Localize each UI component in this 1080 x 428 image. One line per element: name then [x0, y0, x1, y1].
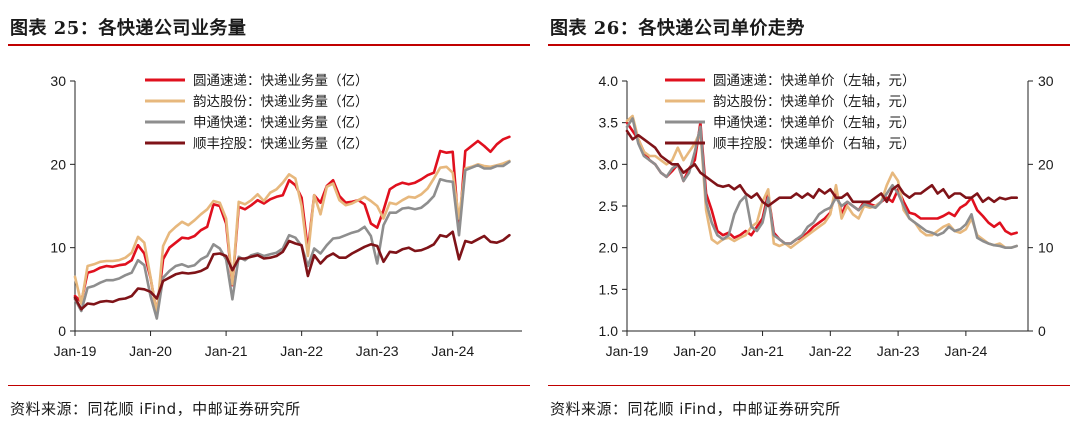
legend-label-3: 申通快递：快递单价（左轴，元）: [713, 115, 916, 131]
legend-label-2: 韵达股份：快递业务量（亿）: [193, 94, 369, 110]
series-line-4: [73, 230, 511, 311]
series-line-1: [73, 135, 511, 315]
price-chart-header: 图表 26：各快递公司单价走势: [548, 4, 1070, 46]
x-tick-label: Jan-21: [741, 343, 784, 359]
price-chart-footer: 资料来源：同花顺 iFind，中邮证券研究所: [548, 385, 1070, 426]
x-tick-label: Jan-22: [280, 343, 323, 359]
legend-label-3: 申通快递：快递业务量（亿）: [193, 115, 369, 131]
volume-chart: 0 10 20 30 Jan-19 Jan-20 Jan-21 Jan-22 Jan-23 Jan…: [50, 73, 522, 359]
x-tick-label: Jan-24: [431, 343, 474, 359]
x-tick-label: Jan-24: [944, 343, 987, 359]
x-tick-label: Jan-19: [54, 343, 97, 359]
series-line-3: [625, 117, 1018, 249]
y-tick-label: 1.0: [599, 323, 619, 339]
x-tick-label: Jan-23: [356, 343, 399, 359]
x-tick-label: Jan-21: [205, 343, 248, 359]
legend-label-4: 顺丰控股：快递单价（右轴，元）: [713, 136, 916, 152]
y-tick-label: 3.0: [599, 156, 619, 172]
y-tick-label: 4.0: [599, 73, 619, 89]
x-tick-label: Jan-19: [606, 343, 649, 359]
x-tick-label: Jan-20: [129, 343, 172, 359]
y-tick-label: 2.5: [599, 198, 619, 214]
series-line-4: [625, 129, 1018, 208]
legend-label-2: 韵达股份：快递单价（左轴，元）: [713, 94, 916, 110]
legend-label-4: 顺丰控股：快递业务量（亿）: [193, 136, 369, 152]
y-tick-label: 2.0: [599, 240, 619, 256]
y-tick-label: 1.5: [599, 281, 619, 297]
y-tick-label: 10: [50, 240, 66, 256]
price-chart-source: 资料来源：同花顺 iFind，中邮证券研究所: [550, 400, 841, 418]
volume-chart-footer: 资料来源：同花顺 iFind，中邮证券研究所: [8, 385, 530, 426]
x-tick-label: Jan-22: [809, 343, 852, 359]
x-tick-label: Jan-20: [673, 343, 716, 359]
legend-label-1: 圆通速递：快递业务量（亿）: [193, 73, 369, 89]
y-tick-label: 0: [58, 323, 66, 339]
y2-tick-label: 20: [1038, 156, 1054, 172]
series-line-3: [73, 160, 511, 320]
y-tick-label: 3.5: [599, 115, 619, 131]
volume-chart-title: 图表 25：各快递公司业务量: [10, 18, 247, 39]
y-tick-label: 20: [50, 156, 66, 172]
price-chart-panel: 图表 26：各快递公司单价走势 1.0 1.5 2.0 2.5 3.0 3.5 4.0 0 10…: [540, 0, 1080, 428]
y-tick-label: 30: [50, 73, 66, 89]
price-chart: 1.0 1.5 2.0 2.5 3.0 3.5 4.0 0 10 20 30 Jan-19 Jan-20…: [599, 73, 1054, 359]
volume-chart-panel: 图表 25：各快递公司业务量 0 10 20 30 Jan-19 Jan-20 Jan-21…: [8, 4, 530, 426]
y2-tick-label: 0: [1038, 323, 1046, 339]
y2-tick-label: 10: [1038, 240, 1054, 256]
price-chart-title: 图表 26：各快递公司单价走势: [550, 18, 805, 39]
x-tick-label: Jan-23: [877, 343, 920, 359]
volume-chart-source: 资料来源：同花顺 iFind，中邮证券研究所: [10, 400, 301, 418]
legend-label-1: 圆通速递：快递单价（左轴，元）: [713, 73, 916, 89]
y2-tick-label: 30: [1038, 73, 1054, 89]
series-line-2: [73, 159, 511, 316]
volume-chart-header: 图表 25：各快递公司业务量: [8, 4, 530, 46]
